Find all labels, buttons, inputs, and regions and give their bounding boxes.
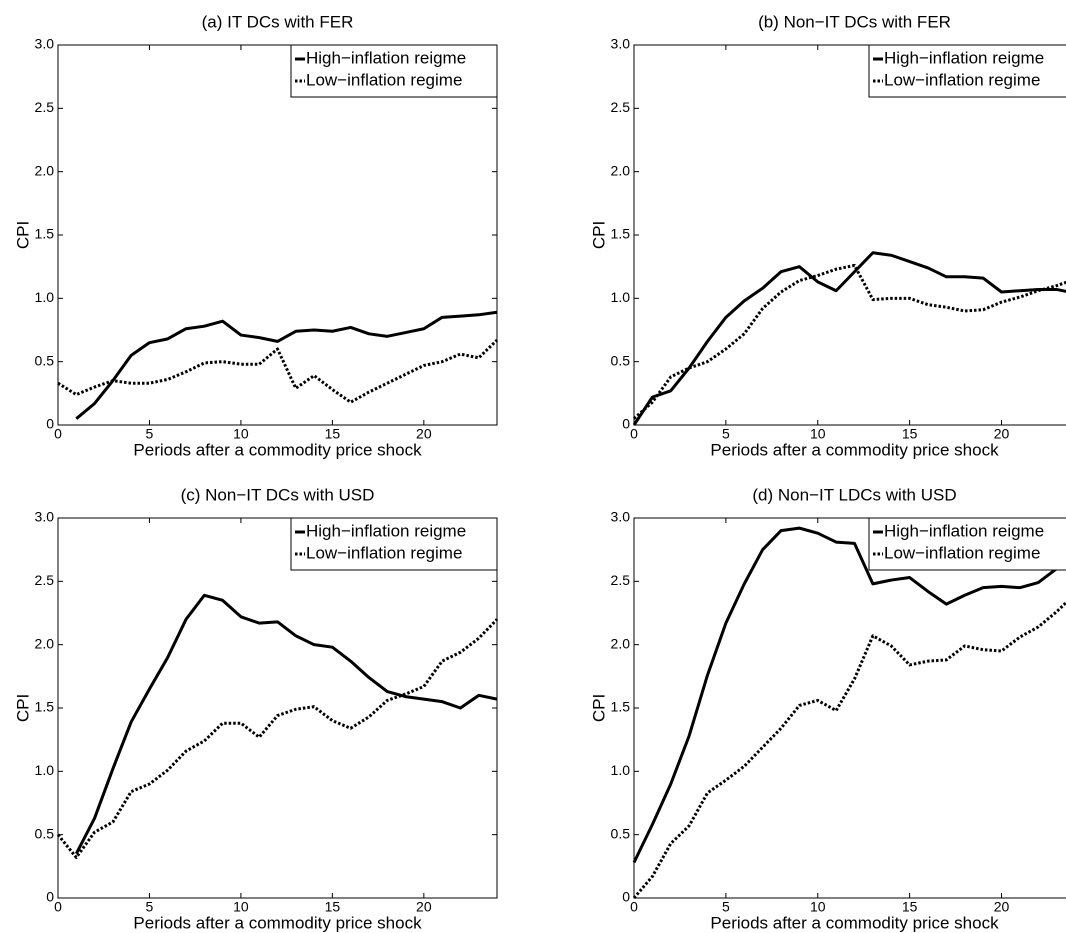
legend-box (868, 44, 1066, 98)
x-tick-label: 20 (416, 899, 432, 915)
x-tick-label: 10 (233, 426, 249, 442)
legend-box (290, 517, 498, 571)
x-tick-label: 5 (146, 899, 154, 915)
y-tick-label: 0.5 (611, 825, 631, 841)
y-tick-label: 0.5 (611, 352, 631, 368)
legend-label: High−inflation reigme (306, 48, 466, 67)
x-tick-label: 20 (994, 899, 1010, 915)
x-tick-label: 0 (54, 899, 62, 915)
x-tick-label: 0 (54, 426, 62, 442)
x-axis-label: Periods after a commodity price shock (133, 913, 422, 932)
line-series (632, 263, 1066, 420)
chart-title: (b) Non−IT DCs with FER (758, 12, 951, 31)
panel: (b) Non−IT DCs with FER Periods after a c… (589, 12, 1066, 459)
x-tick-label: 20 (994, 426, 1010, 442)
x-tick-label: 15 (325, 899, 341, 915)
y-tick-label: 1.5 (611, 226, 631, 242)
x-axis-label: Periods after a commodity price shock (710, 440, 999, 459)
y-tick-label: 1.5 (35, 226, 55, 242)
line-series (74, 593, 498, 855)
y-tick-label: 2.5 (35, 99, 55, 115)
chart-title: (d) Non−IT LDCs with USD (752, 485, 956, 504)
y-tick-label: 2.0 (35, 162, 55, 178)
line-series (632, 251, 1066, 426)
legend-label: High−inflation reigme (884, 48, 1044, 67)
legend-box (868, 517, 1066, 571)
y-axis-label: CPI (13, 694, 32, 722)
y-tick-label: 0 (46, 416, 54, 432)
x-axis-label: Periods after a commodity price shock (133, 440, 422, 459)
y-tick-label: 0 (622, 416, 630, 432)
y-tick-label: 2.5 (611, 99, 631, 115)
x-tick-label: 15 (325, 426, 341, 442)
legend-box (290, 44, 498, 98)
y-tick-label: 2.5 (611, 572, 631, 588)
x-tick-label: 10 (233, 899, 249, 915)
chart-title: (a) IT DCs with FER (202, 12, 354, 31)
x-tick-label: 5 (146, 426, 154, 442)
line-series (56, 618, 499, 859)
y-tick-label: 0.5 (35, 352, 55, 368)
plot-frame (57, 44, 498, 426)
x-tick-label: 0 (630, 426, 638, 442)
y-tick-label: 0 (46, 889, 54, 905)
legend-label: Low−inflation regime (884, 543, 1040, 562)
y-tick-label: 3.0 (35, 509, 55, 525)
y-tick-label: 1.5 (35, 699, 55, 715)
x-tick-label: 5 (722, 426, 730, 442)
y-tick-label: 3.0 (611, 509, 631, 525)
x-tick-label: 15 (902, 426, 918, 442)
line-series (632, 526, 1066, 864)
y-tick-label: 0 (622, 889, 630, 905)
x-tick-label: 10 (810, 426, 826, 442)
y-tick-label: 1.5 (611, 699, 631, 715)
y-tick-label: 1.0 (35, 289, 55, 305)
line-series (632, 600, 1066, 899)
y-tick-label: 1.0 (611, 762, 631, 778)
y-tick-label: 1.0 (611, 289, 631, 305)
x-tick-label: 15 (902, 899, 918, 915)
y-axis-label: CPI (589, 694, 608, 722)
y-tick-label: 2.0 (611, 635, 631, 651)
x-tick-label: 10 (810, 899, 826, 915)
x-tick-label: 20 (416, 426, 432, 442)
y-tick-label: 3.0 (611, 36, 631, 52)
y-tick-label: 3.0 (35, 36, 55, 52)
y-tick-label: 2.0 (611, 162, 631, 178)
legend-label: Low−inflation regime (306, 70, 462, 89)
y-tick-label: 2.5 (35, 572, 55, 588)
legend-label: Low−inflation regime (306, 543, 462, 562)
x-tick-label: 5 (722, 899, 730, 915)
x-axis-label: Periods after a commodity price shock (710, 913, 999, 932)
legend-label: High−inflation reigme (884, 521, 1044, 540)
line-series (57, 339, 499, 404)
y-tick-label: 0.5 (35, 825, 55, 841)
plot-frame (633, 517, 1066, 899)
legend-label: High−inflation reigme (306, 521, 466, 540)
chart-title: (c) Non−IT DCs with USD (181, 485, 375, 504)
y-axis-label: CPI (13, 221, 32, 249)
plot-frame (633, 44, 1066, 426)
y-tick-label: 2.0 (35, 635, 55, 651)
y-tick-label: 1.0 (35, 762, 55, 778)
panel: (a) IT DCs with FER Periods after a commo… (13, 12, 499, 459)
plot-frame (57, 517, 498, 899)
panel: (d) Non−IT LDCs with USD Periods after a … (589, 485, 1066, 932)
panel: (c) Non−IT DCs with USD Periods after a c… (13, 485, 499, 932)
legend-label: Low−inflation regime (884, 70, 1040, 89)
y-axis-label: CPI (589, 221, 608, 249)
x-tick-label: 0 (630, 899, 638, 915)
line-series (75, 310, 498, 420)
